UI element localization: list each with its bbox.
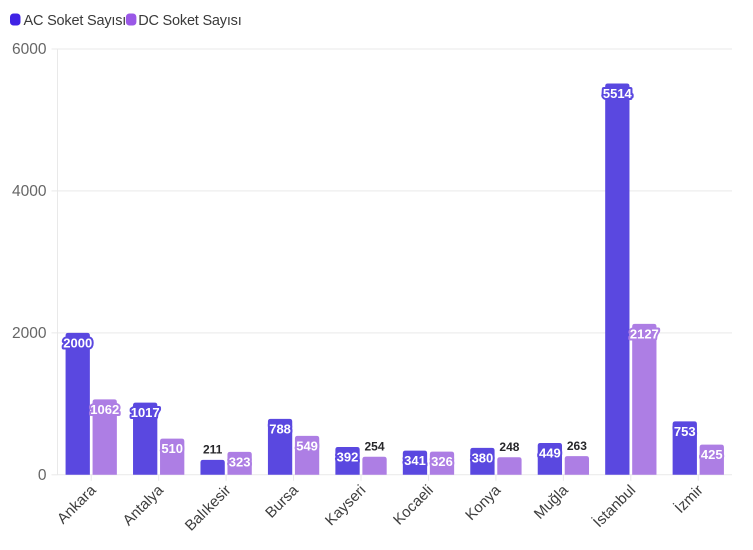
svg-text:1062: 1062 <box>90 402 119 417</box>
svg-text:2000: 2000 <box>63 335 92 350</box>
svg-text:323: 323 <box>229 454 251 469</box>
svg-text:AC Soket Sayısı: AC Soket Sayısı <box>24 13 127 29</box>
svg-text:6000: 6000 <box>12 41 47 58</box>
svg-text:510: 510 <box>161 441 183 456</box>
svg-text:753: 753 <box>674 424 696 439</box>
svg-text:2127: 2127 <box>630 326 659 341</box>
svg-text:5514: 5514 <box>603 86 633 101</box>
svg-text:326: 326 <box>431 454 453 469</box>
svg-text:211: 211 <box>203 443 223 457</box>
svg-text:380: 380 <box>472 450 494 465</box>
svg-text:DC Soket Sayısı: DC Soket Sayısı <box>138 13 241 29</box>
svg-text:248: 248 <box>499 440 519 454</box>
svg-text:549: 549 <box>296 438 318 453</box>
svg-text:788: 788 <box>269 421 291 436</box>
svg-text:1017: 1017 <box>131 405 160 420</box>
svg-text:254: 254 <box>365 439 385 453</box>
svg-text:341: 341 <box>404 453 426 468</box>
svg-text:392: 392 <box>337 449 359 464</box>
svg-text:2000: 2000 <box>12 325 47 342</box>
svg-text:0: 0 <box>38 467 47 484</box>
svg-text:449: 449 <box>539 445 561 460</box>
svg-text:263: 263 <box>567 439 587 453</box>
svg-text:425: 425 <box>701 447 723 462</box>
svg-text:4000: 4000 <box>12 183 47 200</box>
